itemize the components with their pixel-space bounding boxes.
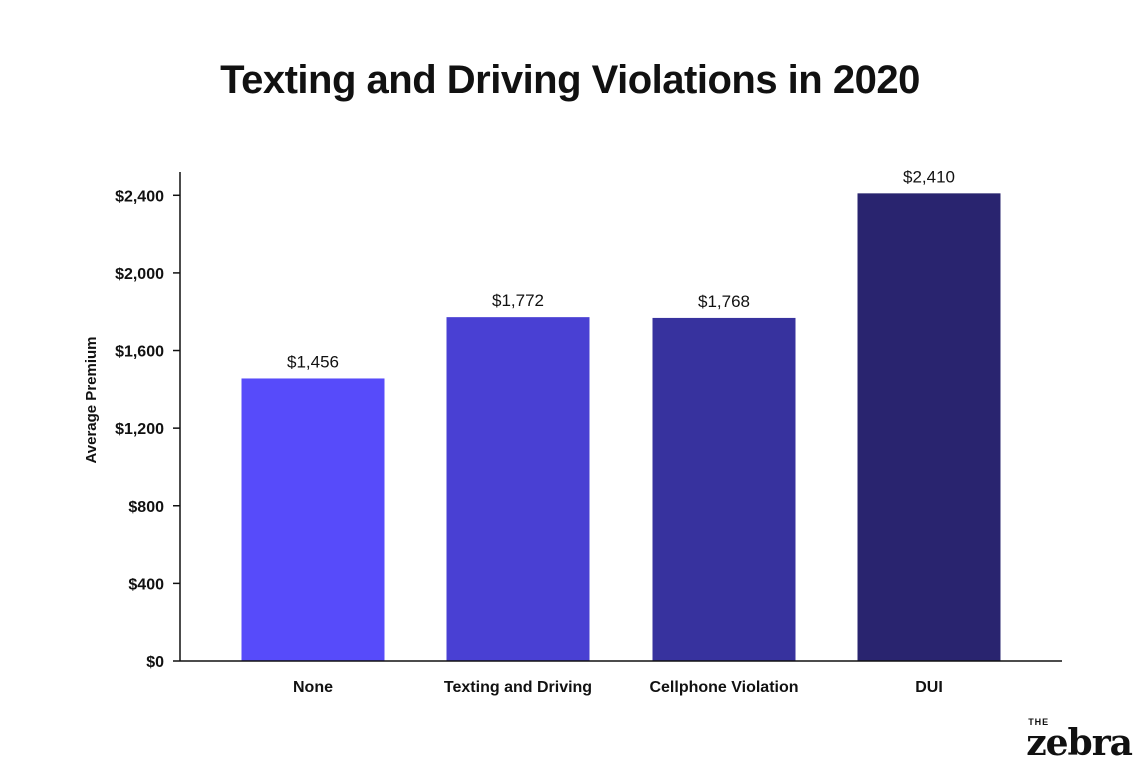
bar-value-label: $1,456: [287, 352, 339, 371]
zebra-logo: THE zebra: [1026, 717, 1133, 764]
bars: [241, 193, 1001, 661]
y-tick-label: $1,200: [115, 421, 164, 438]
y-tick-label: $400: [128, 576, 164, 593]
y-tick-label: $1,600: [115, 344, 164, 361]
y-tick-label: $2,400: [115, 188, 164, 205]
bar: [652, 317, 796, 661]
bar-value-label: $2,410: [903, 167, 955, 186]
x-tick-label: Cellphone Violation: [649, 679, 798, 696]
y-tick-label: $2,000: [115, 266, 164, 283]
x-axis-labels: None Texting and Driving Cellphone Violati…: [293, 679, 943, 696]
x-tick-label: None: [293, 679, 333, 696]
y-axis-ticks: $0 $400 $800 $1,200 $1,600 $2,000 $2,400: [115, 188, 180, 671]
bar-value-label: $1,772: [492, 291, 544, 310]
logo-the: THE: [1028, 717, 1050, 727]
x-tick-label: Texting and Driving: [444, 679, 592, 696]
bar: [857, 193, 1001, 661]
bar-value-label: $1,768: [698, 292, 750, 311]
y-tick-label: $800: [128, 499, 164, 516]
chart-title: Texting and Driving Violations in 2020: [220, 58, 920, 102]
bar: [241, 378, 385, 661]
y-tick-label: $0: [146, 654, 164, 671]
logo-zebra: zebra: [1026, 722, 1133, 764]
bar: [446, 317, 590, 661]
y-axis-title: Average Premium: [83, 336, 100, 463]
value-labels: $1,456 $1,772 $1,768 $2,410: [287, 167, 955, 371]
x-tick-label: DUI: [915, 679, 943, 696]
